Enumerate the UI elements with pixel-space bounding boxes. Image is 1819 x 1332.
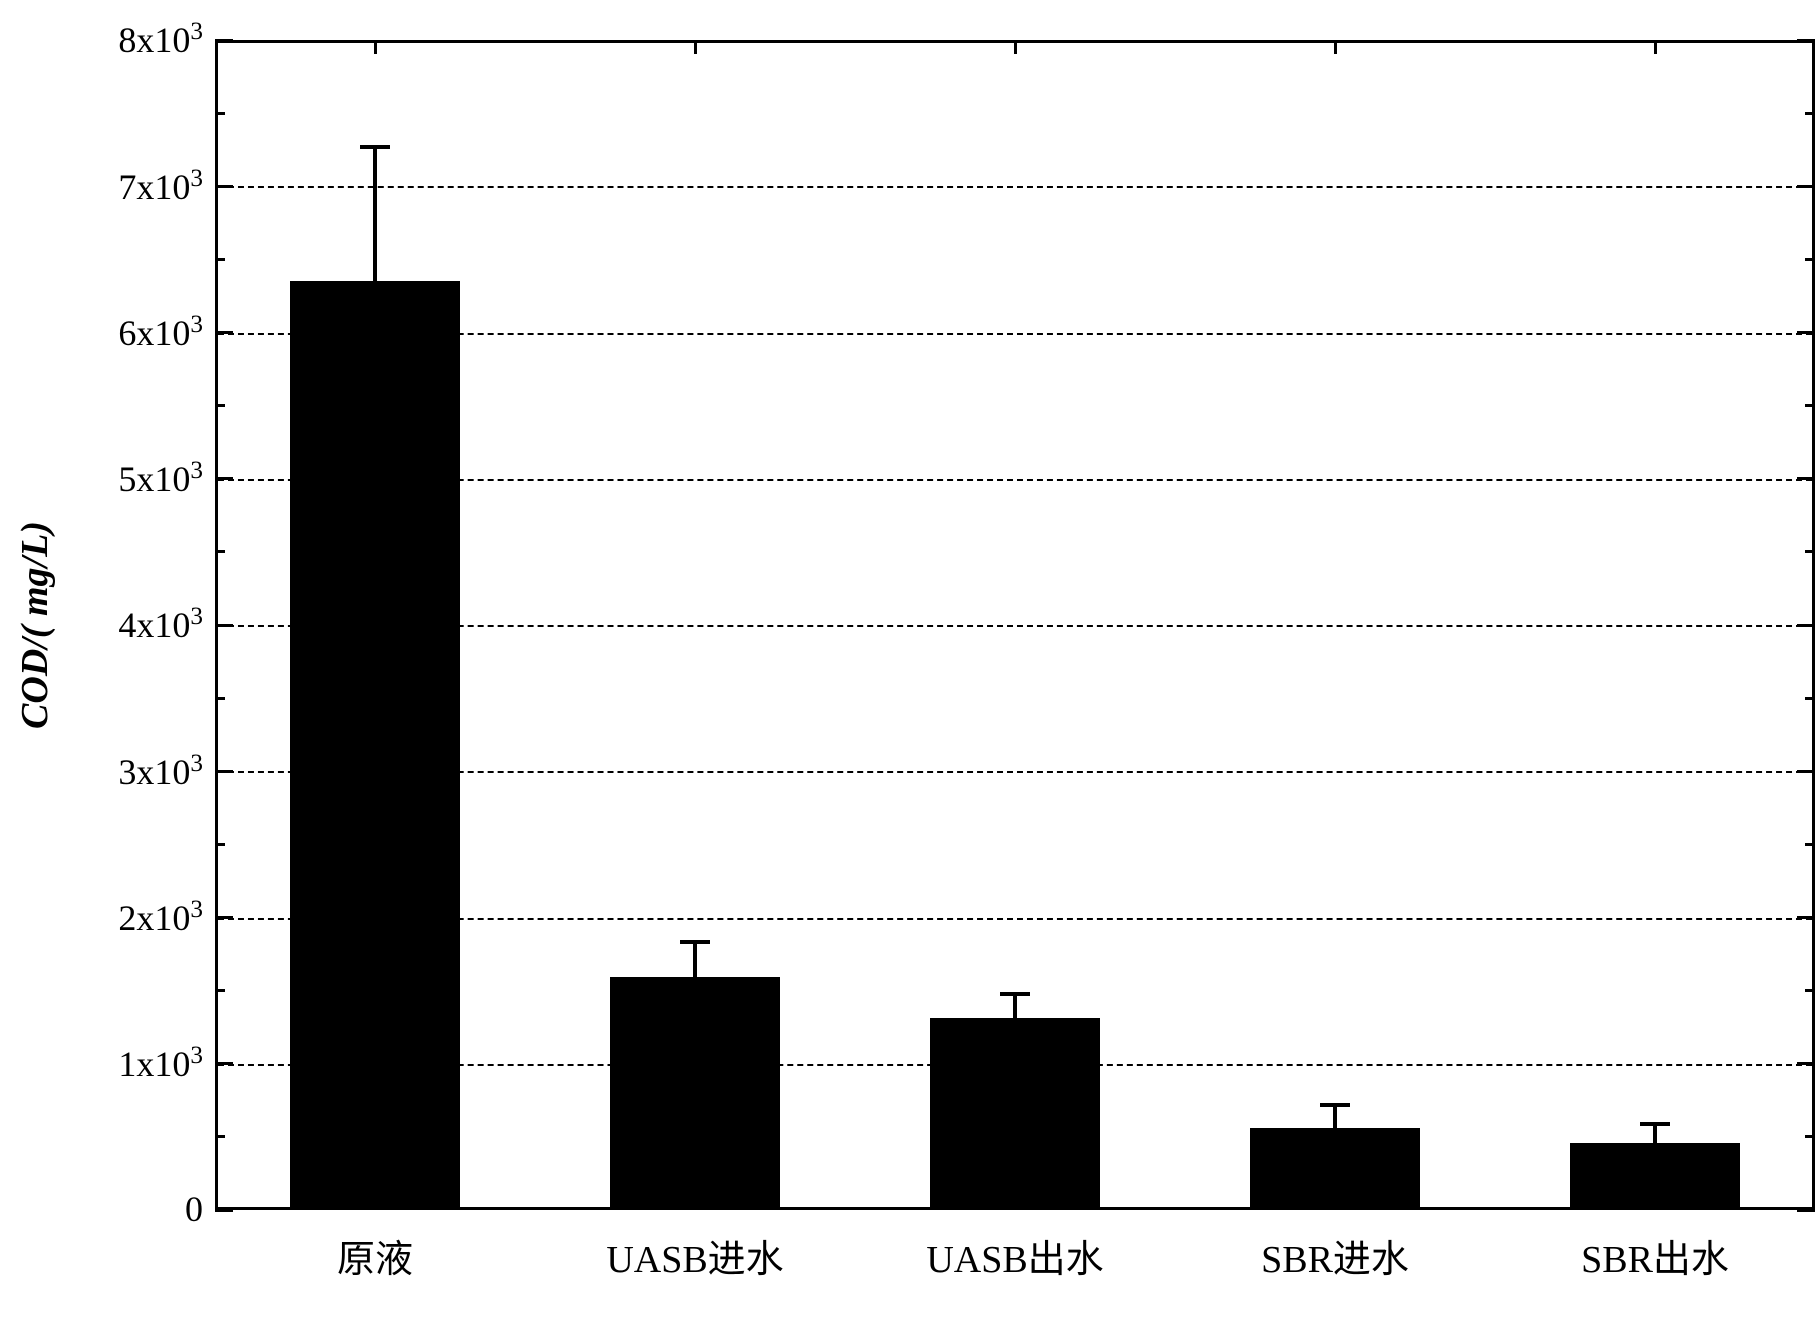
y-tick-minor bbox=[1805, 989, 1815, 992]
y-tick-major bbox=[215, 39, 233, 42]
y-tick-minor bbox=[1805, 258, 1815, 261]
x-tick bbox=[1654, 40, 1657, 54]
x-tick bbox=[1334, 40, 1337, 54]
y-tick-minor bbox=[215, 1135, 225, 1138]
y-tick-minor bbox=[215, 112, 225, 115]
y-tick-minor bbox=[1805, 550, 1815, 553]
y-tick-minor bbox=[215, 404, 225, 407]
error-cap bbox=[1000, 992, 1030, 996]
y-axis-label: COD/( mg/L) bbox=[13, 521, 57, 729]
y-tick-minor bbox=[1805, 112, 1815, 115]
y-tick-label: 8x103 bbox=[118, 18, 203, 61]
error-cap bbox=[1320, 1103, 1350, 1107]
y-tick-label: 7x103 bbox=[118, 165, 203, 208]
bar bbox=[290, 281, 460, 1210]
y-tick-label: 2x103 bbox=[118, 896, 203, 939]
y-tick-minor bbox=[215, 697, 225, 700]
y-tick-label: 1x103 bbox=[118, 1042, 203, 1085]
x-tick-label: UASB出水 bbox=[926, 1228, 1103, 1283]
y-tick-minor bbox=[215, 258, 225, 261]
bar bbox=[610, 977, 780, 1210]
y-tick-minor bbox=[215, 843, 225, 846]
error-cap bbox=[360, 145, 390, 149]
y-tick-minor bbox=[1805, 1135, 1815, 1138]
x-tick bbox=[1014, 40, 1017, 54]
error-bar bbox=[693, 942, 697, 977]
error-bar bbox=[373, 147, 377, 282]
error-bar bbox=[1333, 1105, 1337, 1128]
bar bbox=[1570, 1143, 1740, 1210]
y-tick-minor bbox=[1805, 404, 1815, 407]
gridline bbox=[218, 186, 1812, 188]
y-tick-major bbox=[1797, 1209, 1815, 1212]
y-tick-minor bbox=[215, 989, 225, 992]
error-cap bbox=[1640, 1122, 1670, 1126]
cod-bar-chart: COD/( mg/L) 01x1032x1033x1034x1035x1036x… bbox=[20, 20, 1819, 1312]
x-tick bbox=[374, 40, 377, 54]
y-tick-label: 0 bbox=[185, 1188, 203, 1230]
x-tick-label: 原液 bbox=[337, 1228, 413, 1283]
y-tick-label: 4x103 bbox=[118, 603, 203, 646]
bar bbox=[930, 1018, 1100, 1210]
y-tick-minor bbox=[1805, 697, 1815, 700]
error-bar bbox=[1013, 994, 1017, 1019]
error-bar bbox=[1653, 1124, 1657, 1143]
y-tick-label: 3x103 bbox=[118, 750, 203, 793]
y-tick-major bbox=[1797, 39, 1815, 42]
error-cap bbox=[680, 940, 710, 944]
x-tick-label: SBR进水 bbox=[1261, 1228, 1409, 1283]
y-tick-label: 5x103 bbox=[118, 457, 203, 500]
y-tick-minor bbox=[215, 550, 225, 553]
y-tick-minor bbox=[1805, 843, 1815, 846]
x-tick-label: SBR出水 bbox=[1581, 1228, 1729, 1283]
bar bbox=[1250, 1128, 1420, 1210]
x-tick bbox=[694, 40, 697, 54]
y-tick-major bbox=[215, 1209, 233, 1212]
y-tick-label: 6x103 bbox=[118, 311, 203, 354]
x-tick-label: UASB进水 bbox=[606, 1228, 783, 1283]
